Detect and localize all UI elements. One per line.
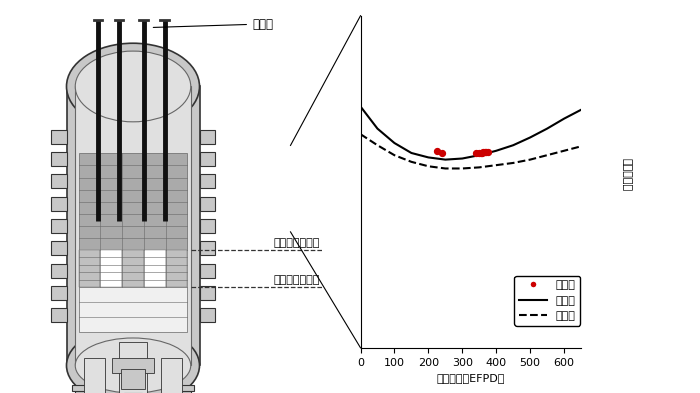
Bar	[199, 308, 216, 322]
Bar	[51, 196, 66, 211]
Point	[476, 150, 487, 156]
Text: 制御棒位置下限: 制御棒位置下限	[273, 275, 319, 285]
Bar	[78, 250, 101, 287]
Ellipse shape	[76, 51, 190, 122]
Point	[436, 150, 447, 156]
Bar	[51, 308, 66, 322]
Point	[482, 149, 493, 155]
Bar	[181, 391, 190, 393]
Bar	[119, 342, 147, 393]
X-axis label: 燃焼日数（EFPD）: 燃焼日数（EFPD）	[437, 373, 505, 383]
Bar	[51, 152, 66, 166]
Bar	[122, 250, 144, 287]
Bar	[51, 241, 66, 255]
Bar	[84, 358, 105, 393]
Ellipse shape	[66, 43, 199, 130]
Text: 制御棒: 制御棒	[153, 18, 273, 31]
Bar	[51, 130, 66, 144]
Bar	[199, 174, 216, 188]
Bar	[112, 358, 154, 373]
Bar	[176, 385, 195, 391]
Bar	[199, 196, 216, 211]
Bar	[51, 286, 66, 300]
Bar	[51, 219, 66, 233]
Bar	[101, 250, 122, 287]
Bar	[51, 174, 66, 188]
Bar	[199, 130, 216, 144]
Point	[477, 149, 489, 155]
Bar	[66, 86, 199, 365]
Point	[474, 150, 485, 156]
Bar	[199, 286, 216, 300]
Bar	[199, 264, 216, 278]
Bar	[76, 86, 190, 365]
Bar	[120, 369, 146, 389]
Bar	[199, 241, 216, 255]
Point	[479, 149, 490, 155]
Text: 制御棒位置上限: 制御棒位置上限	[273, 238, 319, 248]
Bar	[144, 250, 166, 287]
Bar	[78, 287, 188, 332]
Bar	[199, 219, 216, 233]
Bar	[76, 391, 86, 393]
Bar	[161, 358, 182, 393]
Point	[431, 148, 442, 154]
Bar	[51, 264, 66, 278]
Ellipse shape	[66, 326, 199, 393]
Text: 制御棒位置: 制御棒位置	[622, 158, 631, 191]
Bar	[165, 250, 187, 287]
Point	[480, 149, 491, 155]
Bar	[71, 385, 90, 391]
Ellipse shape	[76, 338, 190, 393]
Point	[475, 150, 486, 156]
Point	[470, 150, 482, 156]
Bar	[199, 152, 216, 166]
Legend: 測定値, 解析値, 設計値: 測定値, 解析値, 設計値	[514, 275, 580, 326]
Bar	[78, 153, 188, 250]
